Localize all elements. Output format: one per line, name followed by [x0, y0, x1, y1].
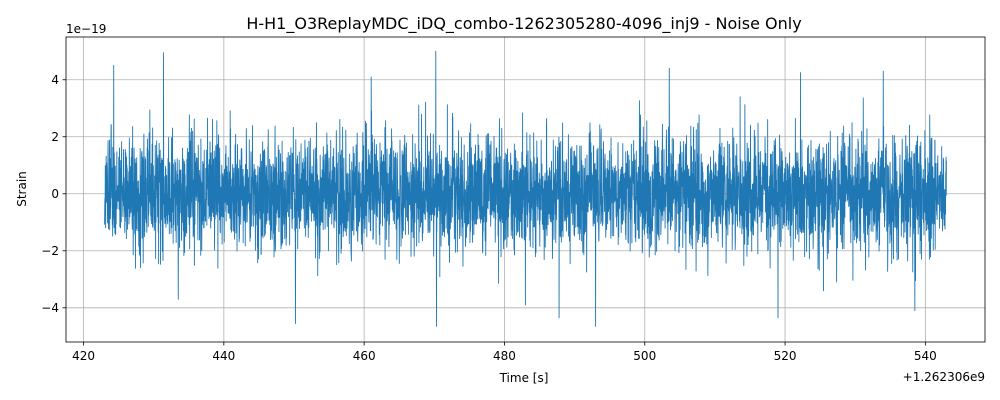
y-axis: −4 −2 0 2 4: [41, 73, 66, 315]
x-tick-label: 480: [493, 349, 516, 363]
chart-title: H-H1_O3ReplayMDC_iDQ_combo-1262305280-40…: [246, 14, 801, 34]
y-axis-label: Strain: [15, 171, 29, 207]
x-tick-label: 520: [774, 349, 797, 363]
strain-series-line: [104, 50, 947, 327]
x-axis: 420 440 460 480 500 520 540: [72, 342, 937, 363]
y-tick-label: −2: [41, 244, 59, 258]
x-axis-label: Time [s]: [499, 371, 549, 385]
plot-frame: [65, 36, 986, 343]
x-tick-label: 540: [914, 349, 937, 363]
y-tick-label: 4: [51, 73, 59, 87]
x-tick-label: 500: [633, 349, 656, 363]
x-tick-label: 460: [353, 349, 376, 363]
y-scale-label: 1e−19: [66, 22, 106, 36]
series-layer: [104, 50, 947, 327]
y-tick-label: −4: [41, 301, 59, 315]
x-tick-label: 420: [72, 349, 95, 363]
y-tick-label: 0: [51, 187, 59, 201]
y-tick-label: 2: [51, 130, 59, 144]
x-tick-label: 440: [212, 349, 235, 363]
x-offset-label: +1.262306e9: [903, 370, 985, 384]
